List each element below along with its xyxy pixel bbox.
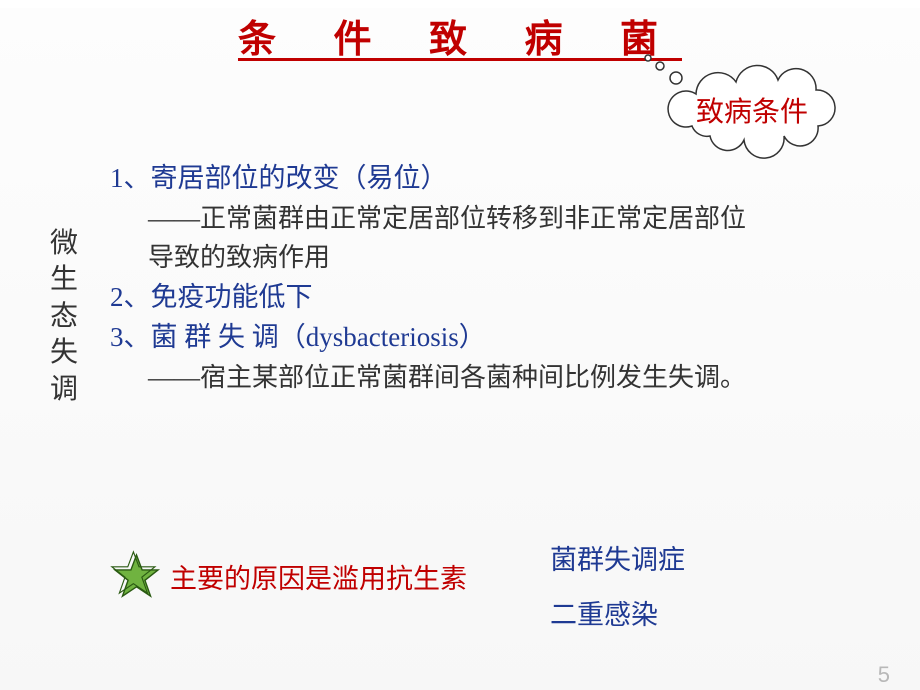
point-1-heading: 1、寄居部位的改变（易位） [110, 158, 870, 199]
point-2-heading: 2、免疫功能低下 [110, 277, 870, 318]
star-icon [110, 550, 162, 602]
bottom-row: 主要的原因是滥用抗生素 菌群失调症 二重感染 [110, 538, 870, 628]
content-block: 1、寄居部位的改变（易位） ——正常菌群由正常定居部位转移到非正常定居部位 导致… [110, 158, 870, 397]
blue-term-1: 菌群失调症 [550, 538, 685, 577]
blue-terms: 菌群失调症 二重感染 [550, 538, 685, 648]
blue-term-2: 二重感染 [550, 593, 685, 632]
vertical-side-label: 微生态失调 [50, 226, 80, 408]
cloud-callout: 致病条件 [642, 66, 862, 156]
cloud-label: 致病条件 [696, 90, 808, 130]
point-1-body-line1: ——正常菌群由正常定居部位转移到非正常定居部位 [148, 199, 870, 238]
point-3-heading: 3、菌 群 失 调（dysbacteriosis） [110, 317, 870, 358]
slide-title: 条 件 致 病 菌 [40, 8, 880, 63]
point-1-body-line2: 导致的致病作用 [148, 238, 870, 277]
slide-number: 5 [878, 662, 890, 688]
point-3-body: ——宿主某部位正常菌群间各菌种间比例发生失调。 [148, 358, 870, 397]
main-reason-text: 主要的原因是滥用抗生素 [170, 557, 467, 596]
